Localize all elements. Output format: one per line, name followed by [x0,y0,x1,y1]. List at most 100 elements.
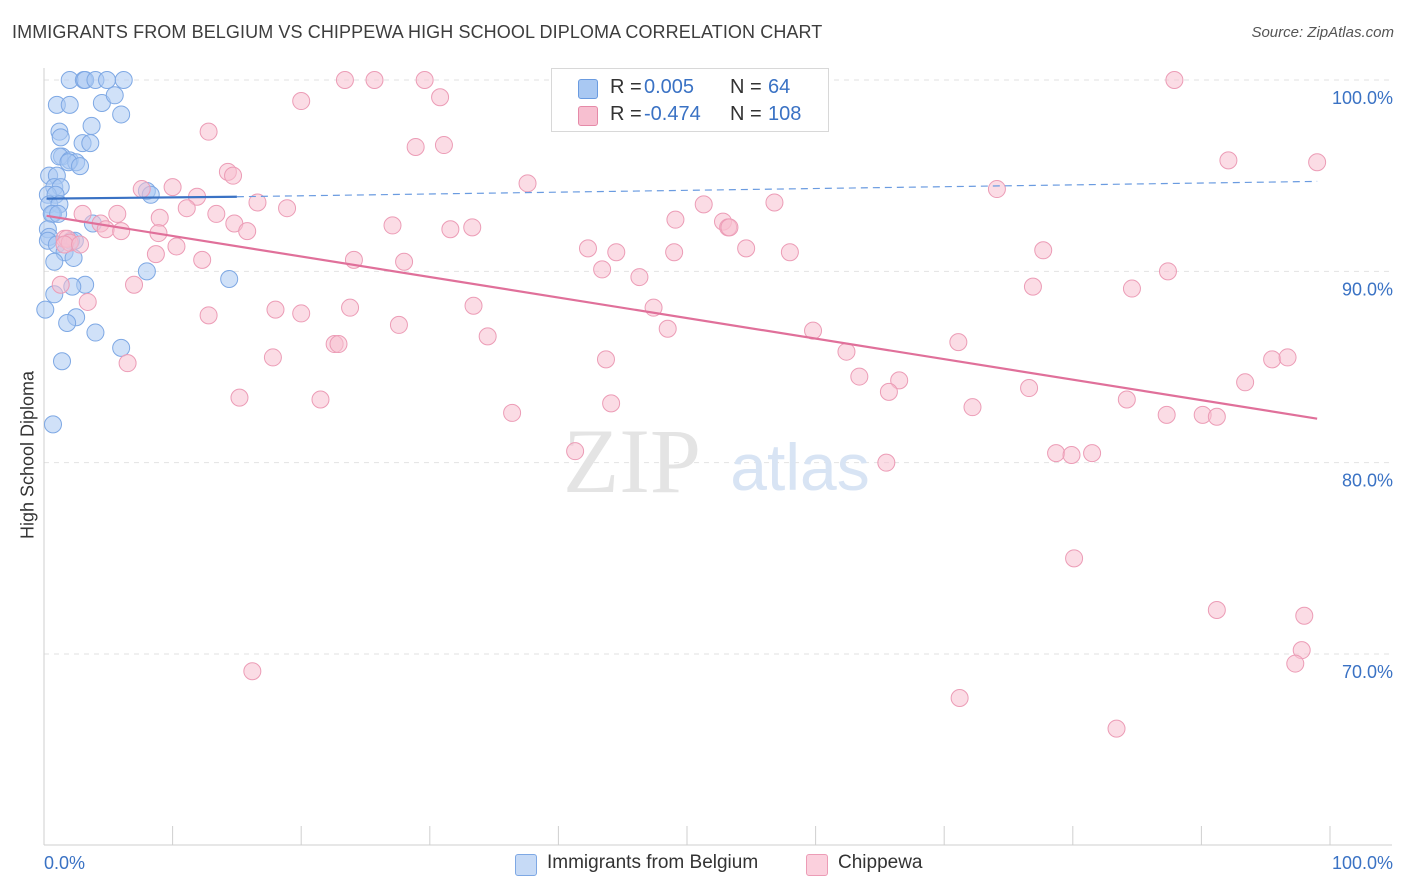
legend-n-value: 64 [768,76,791,98]
data-point [434,136,453,155]
data-point [949,333,968,352]
data-point [263,348,282,367]
data-point [1219,151,1238,170]
data-point [238,222,257,241]
data-point [665,243,684,262]
data-point [737,239,756,258]
tick-labels: 100.0% 90.0% 80.0% 70.0% 0.0% 100.0% [44,88,1393,873]
y-tick-label: 100.0% [1332,88,1393,108]
data-point [44,415,63,434]
data-point [602,394,621,413]
data-point [146,245,165,264]
data-point [1034,241,1053,260]
data-point [431,88,450,107]
data-point [395,252,414,271]
data-point [578,239,597,258]
data-point [118,354,137,373]
data-point [630,268,649,287]
data-point [837,342,856,361]
data-point [780,243,799,262]
data-point [1263,350,1282,369]
data-point [1117,390,1136,409]
data-point [125,275,144,294]
trend-line-belgium [46,195,237,200]
data-point [658,319,677,338]
legend-r-value: -0.474 [644,103,701,125]
data-point [987,180,1006,199]
data-point [108,204,127,223]
data-point [607,243,626,262]
data-point [503,403,522,422]
data-point [199,306,218,325]
legend-r-value: 0.005 [644,76,695,98]
data-point [45,252,64,271]
data-point [98,71,117,89]
data-point [1065,549,1084,568]
legend-n-label: N = [730,103,762,125]
data-point [248,193,267,212]
data-point [765,193,784,212]
data-point [112,222,131,241]
data-point [463,218,482,237]
data-point [220,269,239,288]
data-point [193,250,212,269]
data-point [266,300,285,319]
data-point [464,296,483,315]
data-point [51,128,70,147]
data-point [415,71,434,89]
data-point [199,122,218,141]
data-point [105,86,124,105]
data-point [1165,71,1184,89]
chart-title: IMMIGRANTS FROM BELGIUM VS CHIPPEWA HIGH… [12,22,823,42]
data-point [60,95,79,114]
data-point [36,300,55,319]
data-point [82,116,101,135]
data-point [441,220,460,239]
data-point [1047,444,1066,463]
y-tick-label: 80.0% [1342,471,1393,491]
data-point [329,335,348,354]
data-point [389,315,408,334]
grid-lines [44,79,1392,655]
data-point [71,157,90,176]
data-point [890,371,909,390]
data-point [950,689,969,708]
data-point [58,313,77,332]
data-point [1023,277,1042,296]
correlation-legend: R = 0.005 N = 64 R = -0.474 N = 108 [551,68,829,132]
data-point [81,134,100,153]
data-point [292,92,311,111]
data-point [1158,262,1177,281]
data-point [1295,606,1314,625]
data-point [383,216,402,235]
axes [43,68,1392,846]
legend-row-chippewa: R = -0.474 N = 108 [552,101,828,129]
data-point [341,298,360,317]
data-point [1278,348,1297,367]
series-chippewa [51,71,1327,738]
data-point [1122,279,1141,298]
source-label: Source: ZipAtlas.com [1251,24,1394,41]
x-tick-label: 0.0% [44,853,85,873]
data-point [207,204,226,223]
data-point [167,237,186,256]
watermark: ZIP atlas [563,410,870,512]
data-point [114,71,133,89]
trend-line-chippewa [46,214,1318,420]
legend-label-belgium: Immigrants from Belgium [547,852,759,873]
data-point [365,71,384,89]
data-point [49,204,68,223]
data-point [71,235,90,254]
data-point [53,352,72,371]
data-point [51,275,70,294]
series-legend: Immigrants from Belgium Chippewa [0,852,1406,878]
data-point [518,174,537,193]
data-point [1157,405,1176,424]
data-point [1062,446,1081,465]
data-point [720,218,739,237]
data-point [150,208,169,227]
legend-swatch-belgium [578,79,598,99]
data-point [78,292,97,311]
y-axis-label: High School Diploma [17,370,38,540]
